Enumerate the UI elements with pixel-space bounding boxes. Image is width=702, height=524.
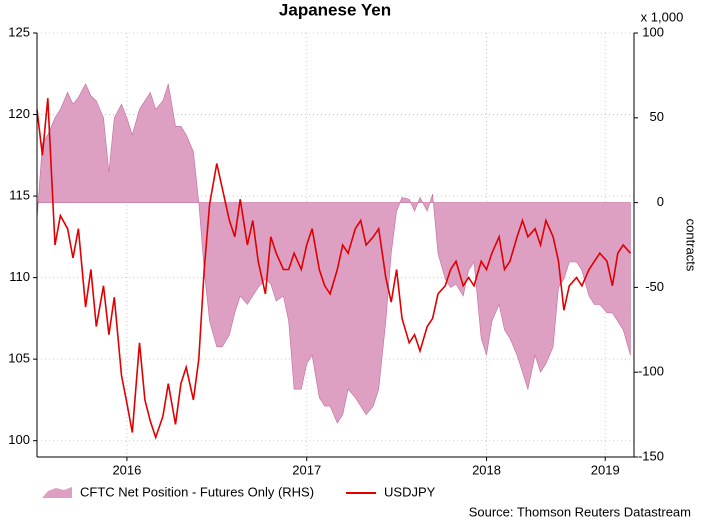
y2-tick-label: 100 bbox=[642, 24, 664, 39]
y2-tick-label: -100 bbox=[638, 364, 664, 379]
area bbox=[36, 83, 631, 424]
y2-tick-label: 50 bbox=[650, 109, 664, 124]
x-tick-label: 2019 bbox=[591, 462, 620, 477]
chart-title: Japanese Yen bbox=[279, 0, 391, 19]
legend-swatch bbox=[42, 487, 72, 498]
x-tick-label: 2016 bbox=[112, 462, 141, 477]
y-tick-label: 110 bbox=[9, 269, 30, 284]
y2-tick-label: -150 bbox=[638, 448, 664, 463]
legend-label: USDJPY bbox=[384, 484, 436, 499]
y2-axis-label: contracts bbox=[684, 219, 699, 272]
legend-label: CFTC Net Position - Futures Only (RHS) bbox=[80, 484, 314, 499]
source-note: Source: Thomson Reuters Datastream bbox=[469, 504, 691, 519]
x-tick-label: 2018 bbox=[472, 462, 501, 477]
y-tick-label: 100 bbox=[8, 432, 30, 447]
y-tick-label: 120 bbox=[8, 106, 30, 121]
y2-tick-label: -50 bbox=[645, 279, 664, 294]
y2-unit-label: x 1,000 bbox=[641, 9, 684, 24]
x-tick-label: 2017 bbox=[292, 462, 321, 477]
y-tick-label: 125 bbox=[8, 24, 30, 39]
y-tick-label: 105 bbox=[8, 351, 30, 366]
line bbox=[36, 98, 632, 440]
y-tick-label: 115 bbox=[9, 188, 30, 203]
y2-tick-label: 0 bbox=[657, 194, 664, 209]
